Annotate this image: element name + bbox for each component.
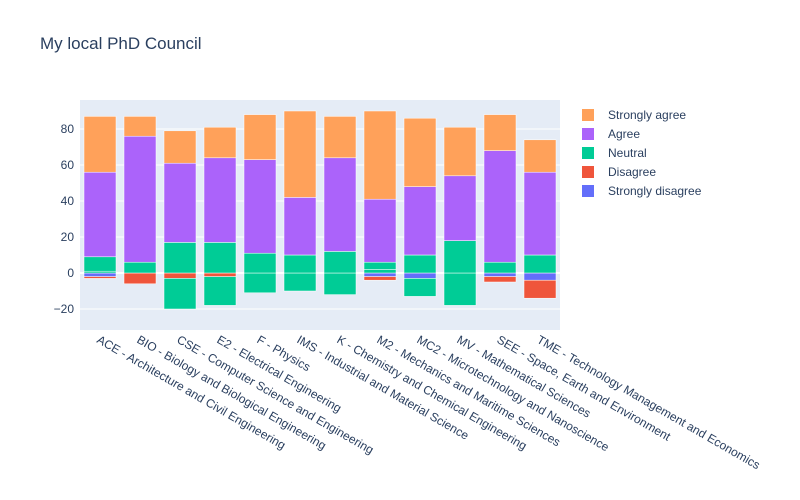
bar-strongly-agree <box>83 116 117 173</box>
bar-neutral <box>363 261 397 270</box>
bar-strongly-agree <box>123 116 157 137</box>
legend-item[interactable]: Disagree <box>580 162 701 181</box>
bar-agree <box>443 175 477 241</box>
bar-neutral <box>163 242 197 274</box>
legend: Strongly agree Agree Neutral Disagree Strong… <box>580 105 701 200</box>
bar-agree <box>283 197 317 256</box>
bar-agree <box>243 159 277 254</box>
bar-neutral <box>483 261 517 274</box>
bar-disagree <box>163 272 197 279</box>
legend-label: Neutral <box>608 145 647 160</box>
bar-neutral <box>203 276 237 306</box>
bar-disagree <box>123 272 157 285</box>
y-tick-label: 80 <box>61 122 75 136</box>
bar-agree <box>123 135 157 263</box>
bar-neutral <box>323 272 357 295</box>
legend-item[interactable]: Strongly agree <box>580 105 701 124</box>
plot-background <box>80 100 560 330</box>
legend-label: Strongly agree <box>608 107 687 122</box>
bar-strongly-disagree <box>523 272 557 281</box>
bar-neutral <box>403 254 437 274</box>
bar-agree <box>203 157 237 243</box>
bars <box>83 110 557 310</box>
legend-label: Agree <box>608 126 641 141</box>
bar-disagree <box>203 272 237 277</box>
bar-strongly-disagree <box>403 272 437 279</box>
chart-title: My local PhD Council <box>40 34 202 53</box>
bar-neutral <box>443 272 477 306</box>
legend-swatch <box>582 127 594 140</box>
legend-label: Disagree <box>608 164 657 179</box>
bar-agree <box>363 198 397 263</box>
bar-disagree <box>483 276 517 283</box>
bar-agree <box>323 157 357 252</box>
legend-label: Strongly disagree <box>608 183 702 198</box>
legend-swatch <box>582 165 594 178</box>
bar-strongly-agree <box>283 110 317 198</box>
bar-agree <box>83 171 117 258</box>
bar-neutral <box>403 278 437 297</box>
bar-strongly-agree <box>243 114 277 160</box>
bar-strongly-disagree <box>483 272 517 277</box>
bar-strongly-agree <box>323 116 357 159</box>
bar-neutral <box>243 272 277 294</box>
bar-neutral <box>203 242 237 274</box>
bar-agree <box>483 150 517 263</box>
bar-strongly-agree <box>523 139 557 173</box>
bar-disagree <box>83 276 117 279</box>
y-tick-label: −20 <box>54 302 75 316</box>
bar-neutral <box>83 270 117 274</box>
legend-item[interactable]: Neutral <box>580 143 701 162</box>
bar-neutral <box>283 272 317 292</box>
legend-item[interactable]: Strongly disagree <box>580 181 701 200</box>
x-axis: ACE - Architecture and Civil Engineering… <box>95 332 763 472</box>
grid-lines <box>80 128 560 310</box>
bar-neutral <box>283 254 317 274</box>
bar-strongly-agree <box>363 110 397 200</box>
bar-neutral <box>163 278 197 310</box>
bar-strongly-disagree <box>363 272 397 277</box>
y-tick-label: 20 <box>61 230 75 244</box>
legend-swatch <box>582 146 594 159</box>
y-tick-label: 0 <box>67 266 74 280</box>
bar-agree <box>163 162 197 243</box>
bar-strongly-agree <box>163 130 197 164</box>
bar-neutral <box>243 252 277 274</box>
bar-neutral <box>443 240 477 274</box>
bar-disagree <box>363 276 397 281</box>
y-tick-label: 40 <box>61 194 75 208</box>
bar-strongly-agree <box>403 117 437 187</box>
bar-strongly-disagree <box>83 272 117 277</box>
legend-swatch <box>582 184 594 197</box>
bar-strongly-agree <box>483 114 517 151</box>
legend-swatch <box>582 108 594 121</box>
y-axis: −20 0 20 40 60 80 <box>54 122 75 316</box>
bar-disagree <box>523 279 557 299</box>
bar-agree <box>403 186 437 256</box>
bar-neutral <box>523 254 557 274</box>
bar-neutral <box>123 261 157 274</box>
bar-strongly-agree <box>203 126 237 159</box>
bar-agree <box>523 171 557 256</box>
bar-neutral <box>363 269 397 274</box>
bar-strongly-agree <box>443 126 477 177</box>
y-tick-label: 60 <box>61 158 75 172</box>
legend-item[interactable]: Agree <box>580 124 701 143</box>
bar-neutral <box>323 251 357 274</box>
bar-neutral <box>83 256 117 272</box>
